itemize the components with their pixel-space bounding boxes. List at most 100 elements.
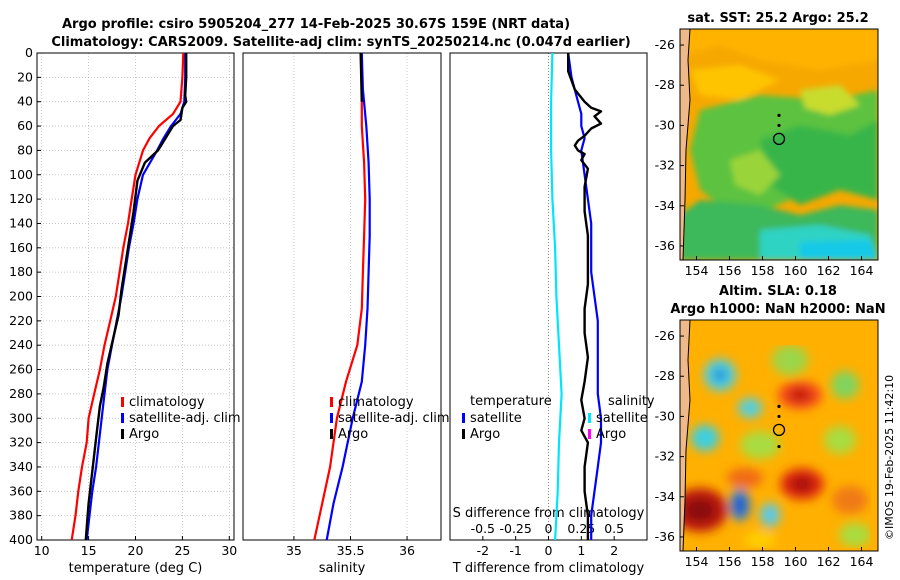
y-tick-label: 320: [9, 435, 33, 450]
series-line-argo: [359, 52, 363, 102]
y-tick-label: 240: [9, 337, 33, 352]
y-tick-label: 280: [9, 386, 33, 401]
figure-title-line1: Argo profile: csiro 5905204_277 14-Feb-2…: [62, 17, 570, 32]
profile-location-marker: [772, 423, 786, 437]
series-line-climatology: [313, 52, 367, 541]
legend-swatch-satellite: [330, 413, 333, 423]
x-tick-label: 35.5: [337, 543, 365, 558]
sst-coastline: [680, 29, 691, 260]
map-x-tick-label: 158: [751, 263, 775, 278]
series-line-argo: [84, 53, 188, 541]
y-tick-label: 0: [25, 45, 33, 60]
map-y-tick-label: -36: [655, 238, 675, 253]
sla-map-axes: 154 156 158 160 162 164 -26 -28 -30 -32 -34 -36: [655, 328, 874, 569]
legend-label-s-satellite: satellite: [596, 411, 648, 426]
sst-map-frame: [679, 28, 879, 261]
y-tick-label: 80: [17, 142, 33, 157]
x2-axis-label: S difference from climatology: [453, 506, 645, 521]
series-line-s-satellite: [549, 52, 563, 541]
series-line-t-satellite: [567, 52, 603, 540]
legend-swatch-t-argo: [462, 429, 465, 439]
map-y-tick-label: -28: [655, 368, 675, 383]
profile-location-marker: [772, 132, 786, 146]
map-y-tick-label: -32: [655, 158, 675, 173]
axes-frame: [242, 52, 442, 541]
difference-panel: -2 -1 0 1 2-0.5 -0.25 0 0.25 0.5S difference fro…: [449, 52, 648, 576]
map-x-tick-label: 162: [817, 554, 841, 569]
map-y-tick-label: -26: [655, 328, 675, 343]
y-tick-label: 160: [9, 240, 33, 255]
sst-map-axes: 154 156 158 160 162 164 -26 -28 -30 -32 -34 -36: [655, 37, 874, 278]
y-tick-label: 20: [17, 69, 33, 84]
y-tick-label: 180: [9, 264, 33, 279]
legend-label-t-argo: Argo: [470, 427, 500, 442]
legend-label-argo: Argo: [129, 427, 159, 442]
x-tick-label: 20: [128, 543, 144, 558]
track-point: [777, 444, 781, 449]
legend-swatch-argo: [121, 429, 124, 439]
legend-header-temperature: temperature: [470, 394, 552, 409]
map-x-tick-label: 154: [685, 554, 709, 569]
legend-swatch-t-satellite: [462, 413, 465, 423]
x-tick-label: 15: [81, 543, 97, 558]
difference-legend: temperature salinity satellite Argo sate…: [462, 394, 655, 442]
map-y-tick-label: -32: [655, 449, 675, 464]
track-point: [777, 404, 781, 408]
legend-swatch-climatology: [330, 397, 333, 407]
legend-label-climatology: climatology: [129, 395, 205, 410]
map-x-tick-label: 162: [817, 263, 841, 278]
y-tick-label: 340: [9, 459, 33, 474]
x-tick-label: 25: [174, 543, 190, 558]
legend-label-climatology: climatology: [338, 395, 414, 410]
x-tick-label: 30: [221, 543, 237, 558]
map-x-tick-label: 164: [850, 554, 874, 569]
x2-tick-label: -0.5: [471, 521, 495, 536]
sst-map-title: sat. SST: 25.2 Argo: 25.2: [687, 11, 868, 26]
sla-map-title-line2: Argo h1000: NaN h2000: NaN: [670, 302, 885, 317]
legend-swatch-s-argo: [588, 429, 591, 439]
map-y-tick-label: -30: [655, 117, 675, 132]
track-point: [777, 113, 781, 117]
sla-map-image: [680, 320, 878, 551]
map-y-tick-label: -26: [655, 37, 675, 52]
map-y-tick-label: -36: [655, 529, 675, 544]
y-tick-label: 380: [9, 508, 33, 523]
y-tick-label: 200: [9, 289, 33, 304]
legend-swatch-climatology: [121, 397, 124, 407]
track-point: [777, 414, 781, 419]
legend-swatch-satellite: [121, 413, 124, 423]
x-tick-label: 0: [545, 543, 553, 558]
x-tick-label: 2: [610, 543, 618, 558]
y-tick-label: 40: [17, 94, 33, 109]
sla-map-title-line1: Altim. SLA: 0.18: [719, 284, 837, 299]
x-axis-label: temperature (deg C): [69, 561, 203, 576]
map-x-tick-label: 156: [718, 554, 742, 569]
legend-label-s-argo: Argo: [596, 427, 626, 442]
salinity-panel: 35 35.5 36 salinity: [242, 52, 442, 576]
map-y-tick-label: -28: [655, 77, 675, 92]
y-tick-label: 400: [9, 532, 33, 547]
y-tick-label: 120: [9, 191, 33, 206]
x-tick-label: 36: [399, 543, 415, 558]
y-tick-label: 60: [17, 118, 33, 133]
figure-title-line2: Climatology: CARS2009. Satellite-adj cli…: [51, 35, 630, 50]
map-x-tick-label: 160: [784, 554, 808, 569]
temperature-legend: climatology satellite-adj. clim Argo: [121, 395, 241, 442]
x-tick-label: 1: [577, 543, 585, 558]
plot-area: [243, 53, 441, 540]
series-line-t-argo: [567, 53, 603, 540]
legend-swatch-s-satellite: [588, 413, 591, 423]
map-y-tick-label: -34: [655, 198, 675, 213]
legend-swatch-argo: [330, 429, 333, 439]
x-tick-label: 35: [286, 543, 302, 558]
series-line-satellite-adj-clim: [325, 52, 371, 541]
track-point: [777, 123, 781, 128]
legend-label-t-satellite: satellite: [470, 411, 522, 426]
map-y-tick-label: -30: [655, 408, 675, 423]
x-tick-label: -1: [509, 543, 521, 558]
y-tick-label: 140: [9, 215, 33, 230]
legend-label-argo: Argo: [338, 427, 368, 442]
map-x-tick-label: 164: [850, 263, 874, 278]
map-x-tick-label: 158: [751, 554, 775, 569]
